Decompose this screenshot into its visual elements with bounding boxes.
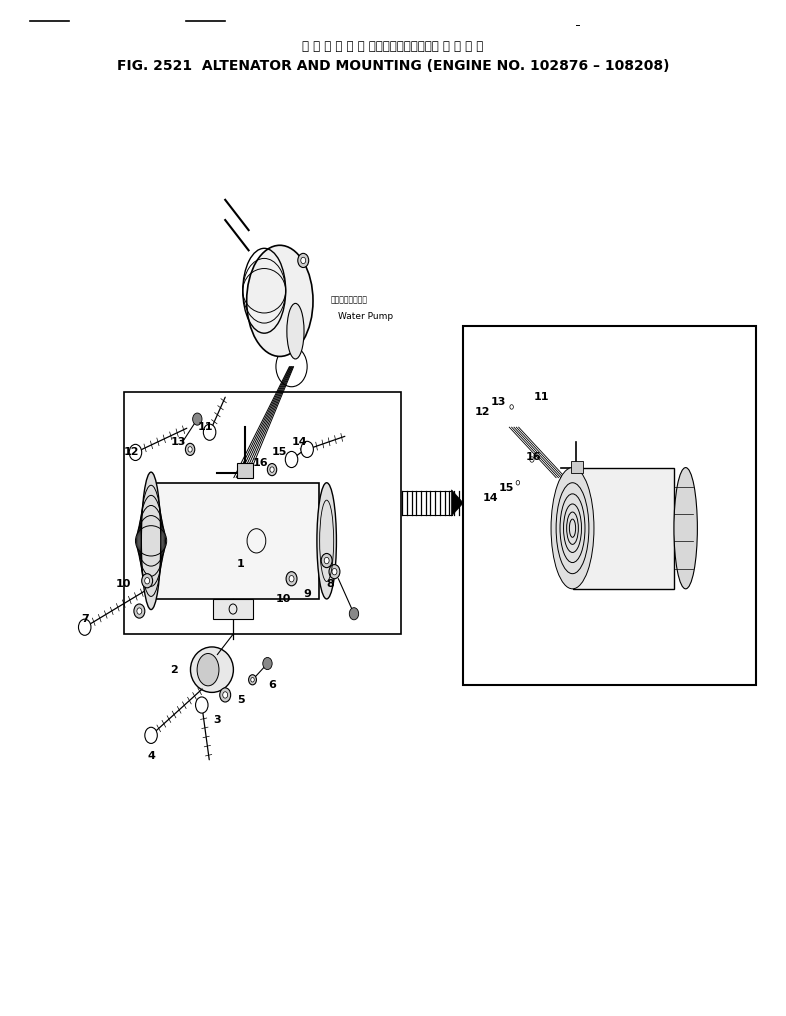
Circle shape [145,577,149,584]
Text: 15: 15 [272,447,288,457]
Circle shape [188,447,193,452]
Ellipse shape [287,304,304,359]
Bar [214,599,252,619]
Circle shape [321,554,332,568]
Circle shape [516,481,520,485]
Circle shape [301,441,314,457]
Polygon shape [451,490,463,516]
Bar [123,392,401,634]
Bar [147,483,319,599]
Circle shape [193,414,202,425]
Text: オ ル タ ネ ー タ およびマウンティング 通 用 号 機: オ ル タ ネ ー タ およびマウンティング 通 用 号 機 [303,40,483,53]
Ellipse shape [551,467,594,589]
Circle shape [270,467,274,472]
Text: 13: 13 [171,437,186,447]
Bar [237,462,252,478]
Circle shape [141,574,152,588]
Text: 13: 13 [490,397,506,406]
Circle shape [137,608,141,615]
Circle shape [324,558,329,564]
Text: 14: 14 [483,493,498,503]
Circle shape [298,253,309,267]
Bar [463,326,756,685]
Text: 適 用 号 等: 適 用 号 等 [508,640,536,649]
Ellipse shape [674,467,697,589]
Circle shape [329,565,340,579]
Bar [572,467,674,589]
Circle shape [251,678,255,682]
Text: 14: 14 [292,437,307,447]
Circle shape [286,572,297,586]
Text: 12: 12 [475,407,490,417]
Circle shape [220,688,230,702]
Text: 11: 11 [534,392,549,402]
Circle shape [349,608,358,620]
Text: 7: 7 [81,614,89,624]
Ellipse shape [141,472,161,610]
Circle shape [527,453,537,465]
Circle shape [485,405,496,419]
Text: 16: 16 [252,457,268,467]
Text: 16: 16 [526,452,542,462]
Circle shape [508,402,516,412]
Circle shape [222,692,228,698]
Circle shape [129,444,141,460]
Ellipse shape [197,653,219,686]
Ellipse shape [247,245,313,357]
Text: ウォーターポンプ: ウォーターポンプ [331,296,368,305]
Circle shape [285,451,298,467]
Circle shape [514,382,523,393]
Text: 1: 1 [237,559,244,569]
Text: 11: 11 [198,423,214,432]
Circle shape [289,575,294,582]
Bar [571,460,582,472]
Ellipse shape [190,647,233,693]
Text: 6: 6 [268,680,276,690]
Circle shape [489,481,500,495]
Text: 8: 8 [327,579,334,589]
Circle shape [196,697,208,713]
Text: 5: 5 [237,695,244,705]
Circle shape [145,727,157,744]
Text: 2: 2 [171,664,178,675]
Text: 10: 10 [276,594,292,604]
Text: 9: 9 [303,589,311,598]
Circle shape [530,457,534,462]
Text: Engine No.105394-: Engine No.105394- [479,656,565,665]
Circle shape [332,569,337,575]
Circle shape [514,478,522,488]
Circle shape [79,619,91,635]
Text: 15: 15 [498,483,514,493]
Circle shape [263,657,272,670]
Circle shape [134,604,145,618]
Circle shape [248,675,256,685]
Circle shape [185,443,195,455]
Text: 3: 3 [214,715,221,725]
Text: 10: 10 [116,579,131,589]
Circle shape [510,404,513,409]
Text: FIG. 2521  ALTENATOR AND MOUNTING (ENGINE NO. 102876 – 108208): FIG. 2521 ALTENATOR AND MOUNTING (ENGINE… [117,59,669,73]
Circle shape [516,462,526,474]
Text: 12: 12 [124,447,139,457]
Ellipse shape [317,483,336,599]
Text: Water Pump: Water Pump [338,312,394,320]
Circle shape [301,257,306,263]
Text: 4: 4 [147,751,155,761]
Circle shape [204,424,216,440]
Circle shape [267,463,277,475]
